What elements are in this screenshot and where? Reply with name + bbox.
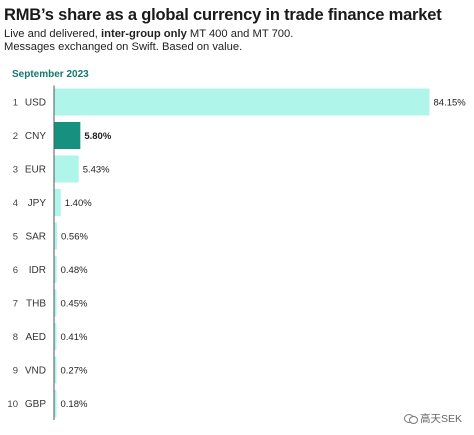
bar-eur [54,155,79,183]
wechat-icon [403,413,418,424]
bar-thb [54,289,57,317]
subtitle-text-end: MT 400 and MT 700. [186,28,294,40]
category-label: THB [26,299,46,310]
rank-label: 9 [13,366,18,377]
chart-title: RMB’s share as a global currency in trad… [4,6,442,24]
period-label: September 2023 [12,69,89,80]
rank-label: 10 [7,399,18,410]
value-label: 84.15% [434,98,467,109]
category-label: USD [25,98,46,109]
category-label: JPY [28,198,47,209]
bar-jpy [54,189,61,216]
value-label: 0.48% [61,265,88,276]
rank-label: 5 [13,232,18,243]
rank-label: 1 [13,98,18,109]
subtitle-text: Live and delivered, [4,28,102,40]
rank-label: 3 [13,165,18,176]
rank-label: 2 [13,131,18,142]
bar-cny [54,122,81,149]
category-label: CNY [25,131,46,142]
value-label: 1.40% [65,198,92,209]
category-label: SAR [25,232,46,243]
category-label: GBP [25,399,46,410]
bar-vnd [54,356,57,384]
subtitle-line-2: Messages exchanged on Swift. Based on va… [4,41,243,53]
watermark-text: 高天SEK [419,413,462,425]
rank-label: 8 [13,332,18,343]
bar-sar [54,222,57,250]
value-label: 0.41% [61,332,88,343]
value-label: 5.80% [84,131,111,142]
value-label: 0.45% [61,299,88,310]
bar-usd [54,88,430,116]
subtitle-emphasis: inter-group only [101,28,187,40]
rank-label: 4 [13,198,18,209]
rank-label: 7 [13,299,18,310]
value-label: 0.18% [61,399,88,410]
category-label: AED [25,332,46,343]
category-label: VND [25,366,46,377]
watermark: 高天SEK [403,411,462,426]
category-label: IDR [29,265,46,276]
bar-gbp [54,390,57,417]
bar-aed [54,323,57,350]
category-label: EUR [25,165,46,176]
bar-idr [54,256,57,283]
rank-label: 6 [13,265,18,276]
value-label: 5.43% [83,165,110,176]
chart-subtitle: Live and delivered, inter-group only MT … [4,28,293,54]
value-label: 0.56% [61,232,88,243]
value-label: 0.27% [61,366,88,377]
